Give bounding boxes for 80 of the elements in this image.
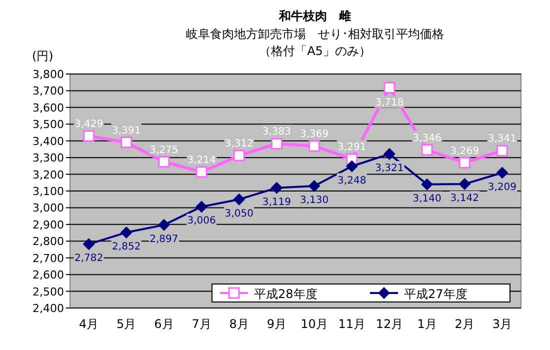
point <box>83 130 95 142</box>
data-label: 3,369 <box>300 129 329 140</box>
data-label: 3,718 <box>375 98 404 109</box>
data-label: 2,782 <box>74 253 104 264</box>
data-label: 3,429 <box>74 119 104 130</box>
point <box>496 166 508 179</box>
point <box>233 193 246 206</box>
data-label: 3,140 <box>412 193 442 204</box>
point <box>120 226 132 238</box>
chart-title: 和牛枝肉 雌 <box>278 9 351 23</box>
point <box>270 182 283 194</box>
data-label: 3,130 <box>300 194 329 206</box>
point <box>421 178 434 190</box>
point <box>421 144 433 156</box>
point <box>458 178 471 190</box>
y-tick-label: 2,500 <box>32 285 64 298</box>
x-tick-label: 7月 <box>192 317 212 331</box>
data-label: 3,312 <box>224 138 254 150</box>
y-tick-label: 3,300 <box>32 152 64 165</box>
y-tick-label: 3,800 <box>32 68 64 81</box>
data-label: 2,852 <box>112 241 141 252</box>
point <box>233 150 245 162</box>
point <box>308 180 320 192</box>
x-tick-label: 1月 <box>417 317 437 331</box>
x-tick-label: 11月 <box>338 317 366 331</box>
data-label: 3,291 <box>338 142 366 154</box>
point <box>308 140 320 152</box>
data-label: 3,383 <box>262 126 292 138</box>
y-tick-label: 3,100 <box>32 185 64 198</box>
point <box>458 157 470 169</box>
chart-subtitle: 岐阜食肉地方卸売市場 せり･相対取引平均価格 <box>186 27 444 41</box>
x-tick-label: 2月 <box>454 317 474 331</box>
y-axis-title: (円) <box>32 49 54 63</box>
point <box>384 82 396 94</box>
data-label: 3,142 <box>450 192 479 204</box>
data-label: 3,391 <box>112 125 141 136</box>
data-label: 3,346 <box>412 132 442 144</box>
x-tick-label: 8月 <box>229 317 249 331</box>
y-tick-label: 2,400 <box>32 302 64 315</box>
x-tick-label: 10月 <box>300 317 328 331</box>
x-tick-label: 9月 <box>266 317 287 331</box>
point <box>346 160 358 172</box>
legend-label: 平成28年度 <box>254 287 318 301</box>
data-label: 3,209 <box>488 182 517 193</box>
point <box>120 136 132 148</box>
text: （格付「A5」のみ） <box>259 44 371 58</box>
data-label: 3,006 <box>187 216 216 227</box>
y-tick-label: 2,600 <box>32 268 64 282</box>
point <box>383 148 396 160</box>
point <box>196 166 208 178</box>
data-label: 2,897 <box>150 234 178 245</box>
data-label: 3,119 <box>262 196 292 208</box>
data-label: 3,275 <box>150 144 178 156</box>
x-tick-label: 3月 <box>492 317 512 331</box>
data-label: 3,321 <box>375 163 404 174</box>
data-label: 3,214 <box>187 154 216 166</box>
point <box>158 156 170 168</box>
y-tick-label: 2,800 <box>32 235 64 248</box>
y-tick-label: 2,900 <box>32 218 64 232</box>
y-tick-label: 3,700 <box>32 84 64 98</box>
y-tick-label: 3,000 <box>32 202 64 215</box>
x-tick-label: 5月 <box>116 317 136 331</box>
data-label: 3,050 <box>224 208 254 220</box>
data-label: 3,248 <box>338 175 366 186</box>
y-tick-label: 3,500 <box>32 118 64 132</box>
legend-label: 平成27年度 <box>404 287 468 301</box>
data-label: 3,341 <box>488 134 517 145</box>
y-tick-label: 3,200 <box>32 168 64 182</box>
point <box>270 138 282 150</box>
y-tick-label: 3,600 <box>32 101 64 114</box>
x-tick-label: 12月 <box>376 317 404 331</box>
y-tick-label: 2,700 <box>32 252 64 265</box>
data-label: 3,269 <box>450 146 479 157</box>
point <box>496 144 508 156</box>
point <box>196 200 208 213</box>
point <box>158 218 170 231</box>
x-tick-label: 4月 <box>78 317 99 331</box>
x-tick-label: 6月 <box>154 317 174 331</box>
point <box>82 238 95 250</box>
y-tick-label: 3,400 <box>32 134 64 148</box>
